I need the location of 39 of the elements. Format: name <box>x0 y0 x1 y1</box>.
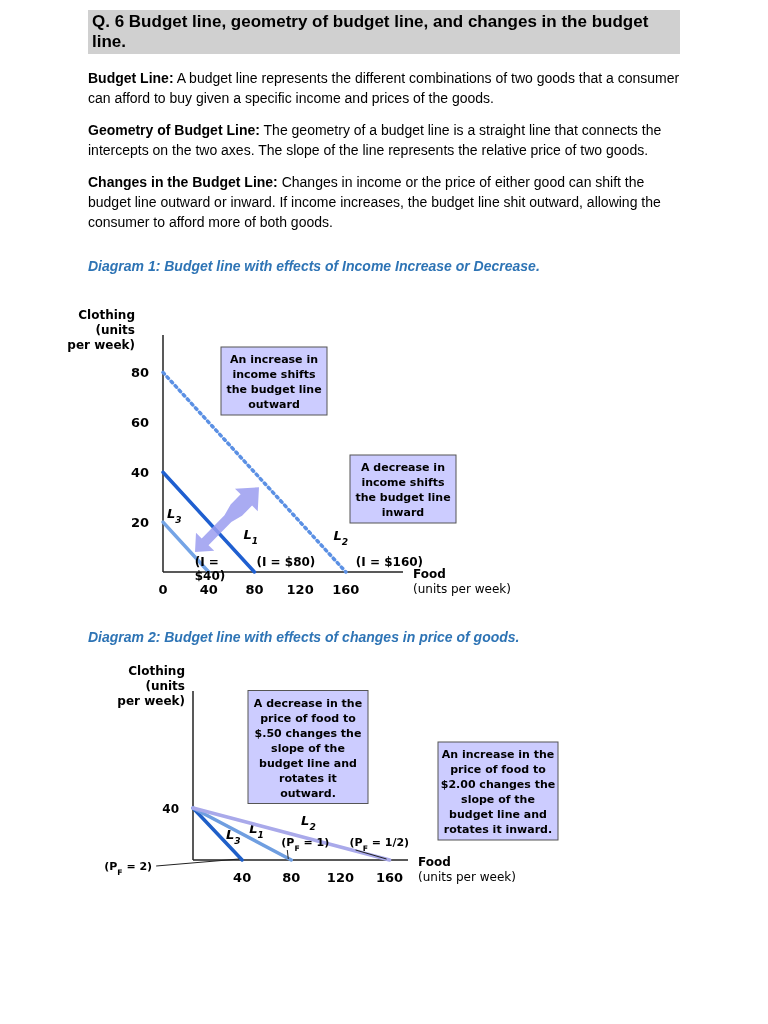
y-tick-label: 60 <box>130 415 149 431</box>
series-label: L$_{1}$ <box>243 527 259 547</box>
x-tick-label: 160 <box>332 582 360 597</box>
chart-title: Diagram 2: Budget line with effects of changes in price of goods. <box>87 628 521 647</box>
x-tick-label: 40 <box>199 582 218 597</box>
annotation: 40 <box>162 802 179 816</box>
x-tick-label: 160 <box>376 870 404 885</box>
text: Changes in the Budget Line: Changes in income or the price of either good can shift the budget line outward or inward. If income increases, the budget line shit outward, allowing the consumer to afford more of both goods. <box>88 173 662 232</box>
x-axis-title: Food (units per week) <box>413 567 511 596</box>
text: A decrease in the price of food to $.50 changes the slope of the budget line and rotates it outward. <box>253 696 363 800</box>
y-tick-label: 20 <box>130 515 149 531</box>
annotation: A decrease in income shifts the budget line inward <box>355 461 451 519</box>
annotation: (I = $160) <box>355 555 424 569</box>
text: Q. 6 Budget line, geometry of budget line, and changes in the budget line. <box>88 10 680 54</box>
x-tick-label: 40 <box>233 870 252 885</box>
y-axis-title: Clothing (units per week) <box>67 308 135 352</box>
x-tick-label: 120 <box>286 582 314 597</box>
text: Geometry of Budget Line: The geometry of a budget line is a straight line that connects the intercepts on the two axes. The slope of the line represents the relative price of two goods. <box>88 121 663 160</box>
series-label: L$_{2}$ <box>301 812 316 832</box>
series-label: L$_{3}$ <box>167 506 182 526</box>
x-axis-title: Food (units per week) <box>418 855 516 884</box>
text: Budget Line: A budget line represents the different combinations of two goods that a consumer can afford to buy given a specific income and prices of the goods. <box>88 69 680 108</box>
y-tick-label: 40 <box>130 465 149 481</box>
y-tick-label: 80 <box>130 365 149 381</box>
annotation: (P$_{F}$ = 2) <box>104 860 153 877</box>
x-tick-label: 80 <box>245 582 264 597</box>
x-tick-label: 0 <box>158 582 168 597</box>
annotation: (P$_{F}$ = 1) <box>281 836 330 853</box>
chart-title: Diagram 1: Budget line with effects of Income Increase or Decrease. <box>87 257 541 276</box>
annotation: An increase in income shifts the budget line outward <box>226 353 322 411</box>
text: An increase in the price of food to $2.00 changes the slope of the budget line and rotates it inward. <box>440 748 556 836</box>
annotation: (I = $40) <box>194 555 226 583</box>
annotation: (I = $80) <box>256 555 316 569</box>
x-tick-label: 80 <box>282 870 301 885</box>
series-label: L$_{3}$ <box>226 826 241 846</box>
y-axis-title: Clothing (units per week) <box>117 664 185 708</box>
series-label: L$_{2}$ <box>333 528 349 548</box>
annotation: (P$_{F}$ = 1/2) <box>349 836 410 853</box>
x-tick-label: 120 <box>326 870 354 885</box>
